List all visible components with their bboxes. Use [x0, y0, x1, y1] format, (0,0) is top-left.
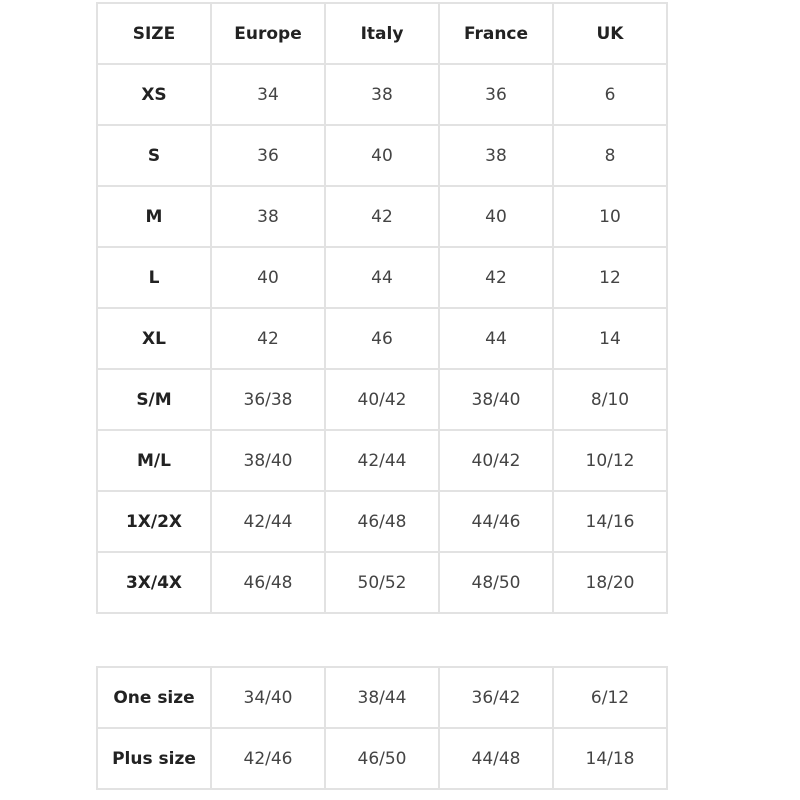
size-value-cell: 46	[324, 307, 440, 370]
size-value-cell: 42/46	[210, 727, 326, 790]
size-value-cell: 40	[438, 185, 554, 248]
column-header: UK	[552, 2, 668, 65]
size-value-cell: 14/18	[552, 727, 668, 790]
size-value-cell: 42	[210, 307, 326, 370]
size-value-cell: 40/42	[438, 429, 554, 492]
table-row: 3X/4X 46/48 50/52 48/50 18/20	[96, 551, 668, 614]
size-value-cell: 46/48	[324, 490, 440, 553]
size-value-cell: 44	[438, 307, 554, 370]
table-header-row: SIZE Europe Italy France UK	[96, 2, 668, 65]
size-value-cell: 12	[552, 246, 668, 309]
special-sizes-table: One size 34/40 38/44 36/42 6/12 Plus size 42/4…	[96, 666, 668, 790]
table-row: S 36 40 38 8	[96, 124, 668, 187]
column-header: SIZE	[96, 2, 212, 65]
size-label-cell: XS	[96, 63, 212, 126]
size-value-cell: 48/50	[438, 551, 554, 614]
size-value-cell: 34/40	[210, 666, 326, 729]
size-value-cell: 46/48	[210, 551, 326, 614]
table-row: XS 34 38 36 6	[96, 63, 668, 126]
size-value-cell: 14	[552, 307, 668, 370]
table-row: Plus size 42/46 46/50 44/48 14/18	[96, 727, 668, 790]
size-label-cell: 1X/2X	[96, 490, 212, 553]
size-value-cell: 40/42	[324, 368, 440, 431]
size-value-cell: 38	[324, 63, 440, 126]
size-value-cell: 42/44	[324, 429, 440, 492]
size-value-cell: 40	[210, 246, 326, 309]
size-value-cell: 40	[324, 124, 440, 187]
table-row: M/L 38/40 42/44 40/42 10/12	[96, 429, 668, 492]
size-label-cell: L	[96, 246, 212, 309]
size-label-cell: M/L	[96, 429, 212, 492]
size-value-cell: 38/44	[324, 666, 440, 729]
table-row: S/M 36/38 40/42 38/40 8/10	[96, 368, 668, 431]
column-header: Italy	[324, 2, 440, 65]
size-label-cell: S/M	[96, 368, 212, 431]
size-value-cell: 50/52	[324, 551, 440, 614]
size-label-cell: 3X/4X	[96, 551, 212, 614]
size-value-cell: 38	[438, 124, 554, 187]
size-value-cell: 10	[552, 185, 668, 248]
size-value-cell: 36	[438, 63, 554, 126]
size-value-cell: 36/38	[210, 368, 326, 431]
size-label-cell: XL	[96, 307, 212, 370]
size-value-cell: 42	[438, 246, 554, 309]
size-label-cell: M	[96, 185, 212, 248]
size-value-cell: 44/48	[438, 727, 554, 790]
size-value-cell: 8	[552, 124, 668, 187]
table-row: XL 42 46 44 14	[96, 307, 668, 370]
size-conversion-table: SIZE Europe Italy France UK XS 34 38 36 6 S 36 40 38…	[96, 2, 668, 614]
size-value-cell: 34	[210, 63, 326, 126]
size-value-cell: 36/42	[438, 666, 554, 729]
table-row: 1X/2X 42/44 46/48 44/46 14/16	[96, 490, 668, 553]
size-value-cell: 14/16	[552, 490, 668, 553]
size-label-cell: One size	[96, 666, 212, 729]
size-value-cell: 38/40	[210, 429, 326, 492]
size-value-cell: 38/40	[438, 368, 554, 431]
size-value-cell: 38	[210, 185, 326, 248]
column-header: France	[438, 2, 554, 65]
size-value-cell: 6/12	[552, 666, 668, 729]
size-value-cell: 42/44	[210, 490, 326, 553]
size-value-cell: 46/50	[324, 727, 440, 790]
size-value-cell: 44	[324, 246, 440, 309]
size-value-cell: 36	[210, 124, 326, 187]
size-label-cell: Plus size	[96, 727, 212, 790]
size-value-cell: 8/10	[552, 368, 668, 431]
size-value-cell: 10/12	[552, 429, 668, 492]
table-row: L 40 44 42 12	[96, 246, 668, 309]
size-value-cell: 44/46	[438, 490, 554, 553]
column-header: Europe	[210, 2, 326, 65]
size-value-cell: 42	[324, 185, 440, 248]
size-value-cell: 18/20	[552, 551, 668, 614]
size-label-cell: S	[96, 124, 212, 187]
size-value-cell: 6	[552, 63, 668, 126]
table-row: One size 34/40 38/44 36/42 6/12	[96, 666, 668, 729]
table-row: M 38 42 40 10	[96, 185, 668, 248]
